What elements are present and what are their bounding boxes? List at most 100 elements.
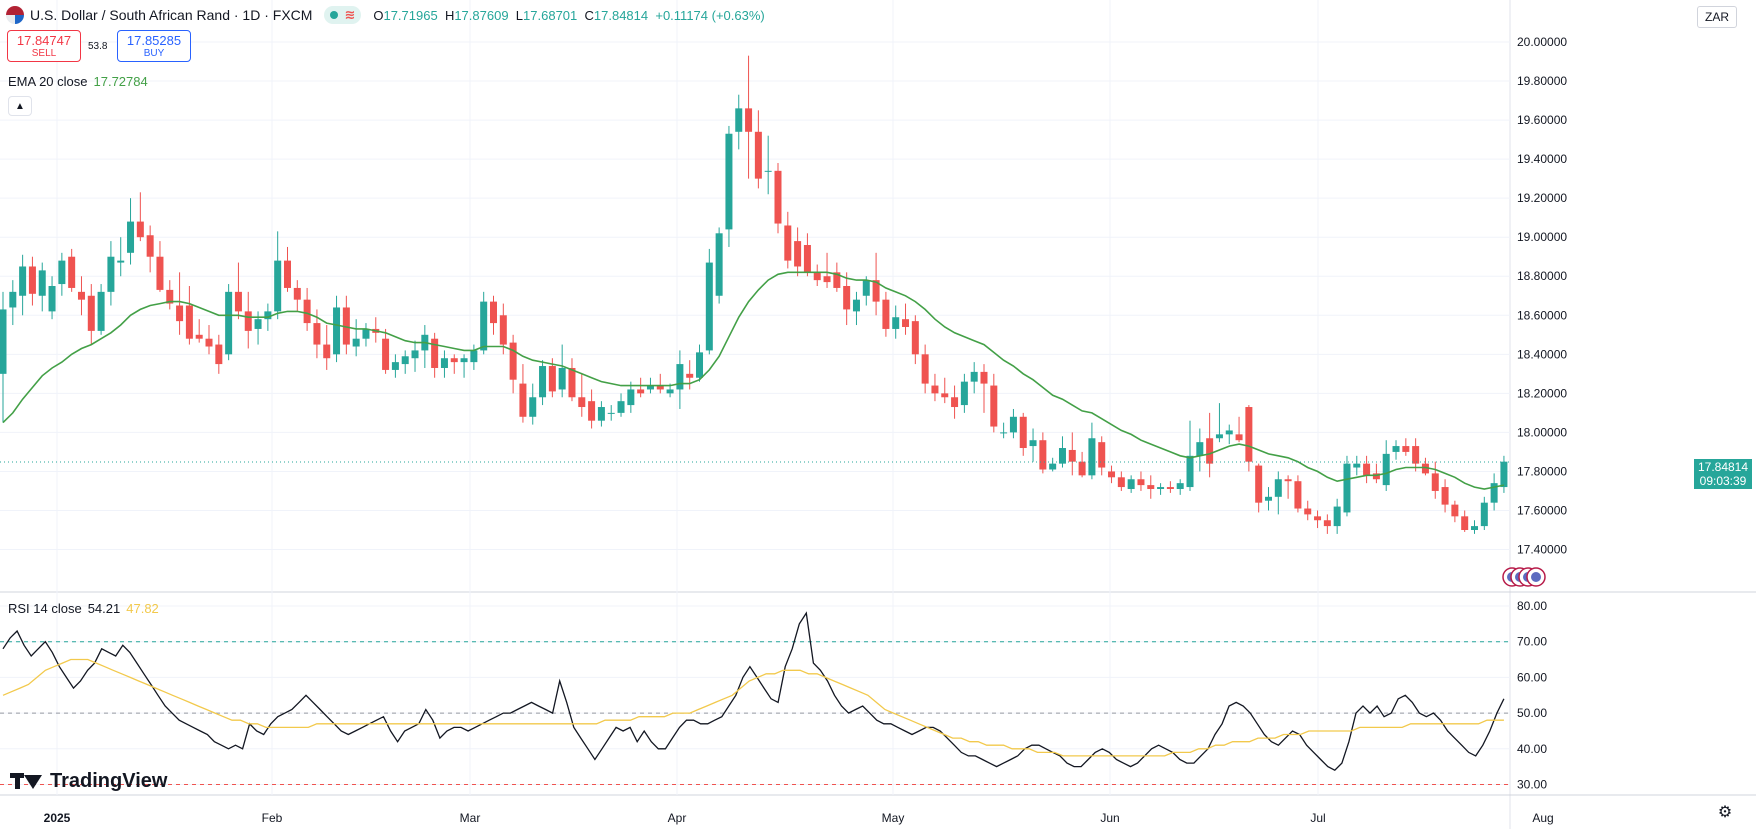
buy-button[interactable]: 17.85285 BUY — [117, 30, 191, 62]
candle — [735, 94, 743, 150]
candle — [1402, 438, 1410, 456]
buy-label: BUY — [143, 47, 165, 59]
market-open-dot-icon — [330, 11, 339, 19]
candle — [323, 325, 331, 370]
candle — [1068, 432, 1076, 476]
candle — [774, 163, 782, 234]
rsi-ma-line — [2, 658, 1504, 757]
economic-events[interactable] — [1502, 567, 1546, 587]
candle — [1431, 461, 1439, 499]
ema-label: EMA 20 close — [8, 74, 88, 89]
ohlc-values: O17.71965 H17.87609 L17.68701 C17.84814 … — [373, 8, 764, 23]
low-value: 17.68701 — [523, 7, 578, 23]
close-label: C — [584, 7, 594, 23]
candle — [1019, 412, 1027, 456]
rsi-label: RSI 14 close — [8, 601, 82, 616]
price-axis[interactable]: 20.00000 19.80000 19.60000 19.40000 19.20000… — [1517, 35, 1567, 792]
candle — [509, 334, 517, 394]
candle — [921, 344, 929, 394]
time-axis[interactable]: 2025 Feb Mar Apr May Jun Jul Aug — [44, 811, 1554, 825]
candle — [1323, 514, 1331, 534]
low-label: L — [515, 7, 524, 23]
candle — [19, 254, 27, 316]
candle — [303, 287, 311, 331]
bar-countdown: 09:03:39 — [1699, 474, 1747, 488]
candle — [254, 311, 262, 345]
candle — [480, 291, 488, 355]
rsi-levels — [0, 641, 1510, 785]
candle — [794, 227, 802, 277]
candle — [38, 262, 46, 312]
candle — [970, 362, 978, 394]
sell-button[interactable]: 17.84747 SELL — [7, 30, 81, 62]
candle — [1343, 455, 1351, 517]
candle — [941, 377, 949, 404]
candle — [902, 303, 910, 335]
ema-line — [2, 271, 1505, 490]
candle — [1284, 475, 1292, 499]
candle — [1049, 457, 1057, 472]
candle — [617, 393, 625, 417]
price-tick-label: 19.00000 — [1517, 230, 1567, 244]
candle — [1196, 428, 1204, 472]
candle — [421, 325, 429, 368]
high-label: H — [444, 7, 455, 23]
candle — [1009, 408, 1017, 439]
us-za-flag-icon — [6, 6, 24, 24]
candle — [244, 291, 252, 349]
candle — [1000, 422, 1008, 439]
collapse-legend-button[interactable]: ▲ — [8, 96, 32, 116]
candle — [1235, 416, 1243, 443]
tradingview-logo[interactable]: TradingView — [10, 768, 167, 794]
gear-icon[interactable]: ⚙ — [1717, 804, 1733, 821]
candle — [1186, 420, 1194, 491]
candle — [293, 280, 301, 312]
rsi-legend[interactable]: RSI 14 close 54.21 47.82 — [8, 601, 159, 616]
candle — [803, 233, 811, 277]
candle — [0, 291, 7, 423]
ema-value: 17.72784 — [93, 74, 148, 89]
candle — [48, 276, 56, 320]
candle — [1304, 500, 1312, 521]
candle — [1157, 483, 1165, 495]
wave-icon: ≋ — [344, 7, 356, 22]
price-tick-label: 19.80000 — [1517, 74, 1567, 88]
rsi-tick-label: 50.00 — [1517, 706, 1547, 720]
candle — [1108, 465, 1116, 484]
symbol-title[interactable]: U.S. Dollar / South African Rand · 1D · … — [30, 7, 313, 23]
candle — [627, 381, 635, 413]
market-status-pill[interactable]: ≋ — [324, 6, 362, 24]
candle — [470, 344, 478, 370]
candle — [195, 319, 203, 343]
candle — [951, 385, 959, 419]
candle — [117, 237, 125, 277]
candle — [156, 241, 164, 292]
candle — [558, 344, 566, 398]
price-tick-label: 19.40000 — [1517, 152, 1567, 166]
candle — [1421, 457, 1429, 476]
chart-header: U.S. Dollar / South African Rand · 1D · … — [6, 6, 765, 24]
candle — [176, 272, 184, 335]
candle — [225, 284, 233, 361]
candle — [362, 323, 370, 347]
candle — [931, 373, 939, 402]
candle — [440, 350, 448, 378]
candle — [1255, 463, 1263, 513]
indicator-lines — [0, 271, 1510, 771]
candle — [1382, 440, 1390, 491]
rsi-tick-label: 60.00 — [1517, 670, 1547, 684]
us-flag-event-icon[interactable] — [1526, 567, 1546, 587]
candle — [1363, 455, 1371, 484]
candle — [686, 360, 694, 390]
candle — [146, 225, 154, 273]
candle — [1039, 432, 1047, 474]
candle — [519, 364, 527, 423]
candle — [1461, 510, 1469, 532]
sell-price: 17.84747 — [16, 32, 72, 48]
candle — [745, 55, 753, 179]
price-tick-label: 18.20000 — [1517, 386, 1567, 400]
ema-legend[interactable]: EMA 20 close 17.72784 — [8, 74, 148, 89]
currency-button[interactable]: ZAR — [1697, 6, 1737, 28]
time-tick-label: Jul — [1310, 811, 1325, 825]
